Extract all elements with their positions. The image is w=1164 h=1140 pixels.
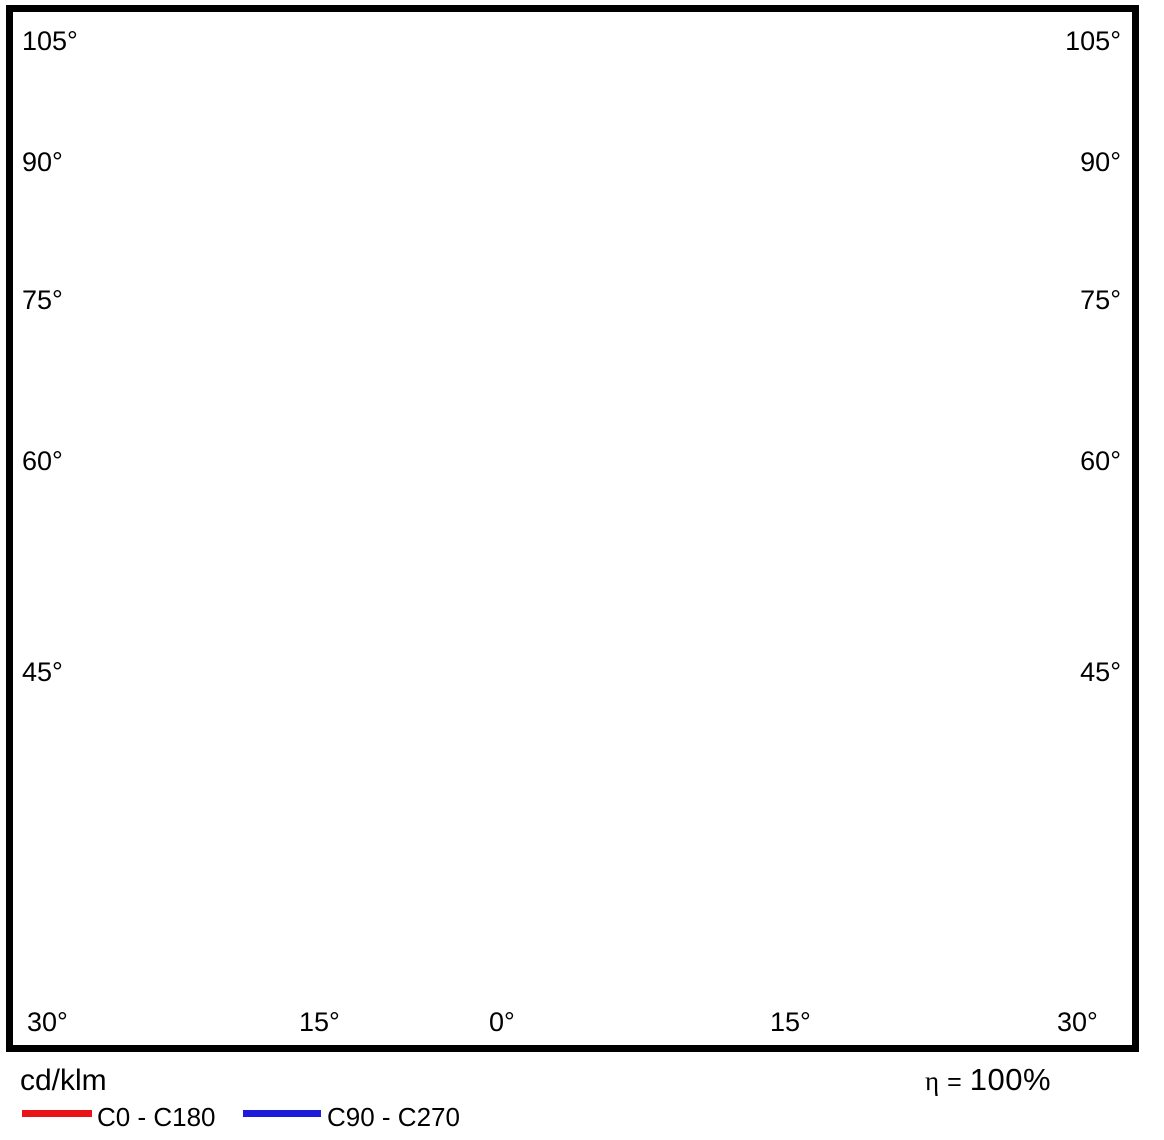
angle-grid-line [0,215,435,641]
radial-grid-ring [0,0,1154,743]
angle-grid-line [0,248,454,926]
angle-grid-line [406,304,551,1140]
plot-frame [6,5,1139,1052]
angle-label-backdrop [765,1006,816,1038]
radial-grid-ring [278,0,862,451]
angle-label: 15° [299,1007,340,1037]
radial-scale-blank-box [546,438,594,464]
angle-label-backdrop [1075,656,1126,688]
radial-unit-label: cd/klm [20,1064,107,1097]
angle-label-backdrop [17,445,68,477]
angle-grid-line [626,294,1052,1140]
angle-label: 45° [1080,657,1121,687]
angle-label: 45° [22,657,63,687]
angle-label: 75° [1080,285,1121,315]
angle-label-backdrop [17,656,68,688]
angle-grid-line [0,262,467,1050]
angle-label: 60° [1080,446,1121,476]
radial-scale-blank-box [546,876,594,902]
eta-symbol: η [925,1066,940,1096]
angle-label: 105° [22,26,78,56]
angle-grid-line [0,0,429,121]
angle-label-backdrop [17,284,68,316]
angle-label: 90° [22,147,63,177]
angle-grid-line [0,197,429,485]
angle-label-backdrop [294,1006,345,1038]
angle-label-backdrop [1052,1006,1103,1038]
legend-line-c0-c180 [22,1110,92,1117]
angle-label-backdrop [1075,445,1126,477]
angle-label: 15° [770,1007,811,1037]
angle-label: 60° [22,446,63,476]
angle-label-backdrop [22,1006,73,1038]
legend-line-c90-c270 [243,1110,321,1117]
angle-label: 30° [27,1007,68,1037]
angle-grid-line [626,0,1052,24]
angle-label: 90° [1080,147,1121,177]
angle-label-backdrop [1075,284,1126,316]
radial-scale-blank-box [546,584,594,610]
angle-grid-line [608,300,896,1140]
radial-scale-blank-box [546,730,594,756]
legend-label-c0-c180: C0 - C180 [97,1102,216,1132]
angle-grid-line [711,197,1164,485]
curve-c90-c270 [281,157,881,828]
angle-label: 30° [1057,1007,1098,1037]
intensity-curves [256,157,882,828]
angle-grid-line [715,0,1164,140]
angle-label-backdrop [1060,25,1126,57]
angle-label: 75° [22,285,63,315]
light-output-ratio: η = 100% [925,1062,1145,1098]
angle-labels: 105° 90° 75° 60° 45° 105° 90° 75° 60° 45° 30° 15° 0°… [17,25,1126,1038]
eta-value: 100% [969,1062,1052,1097]
eta-equals: = [947,1068,962,1096]
angle-label-backdrop [17,25,83,57]
angle-grid-line [705,215,1164,641]
radial-grid-ring [132,0,1008,597]
angle-label: 0° [489,1007,515,1037]
angle-label-backdrop [1075,146,1126,178]
angle-grid-line [589,304,734,1140]
angle-grid-line [0,0,425,140]
angle-label-backdrop [484,1006,520,1038]
angle-label: 105° [1065,26,1121,56]
radial-grid-ring [424,13,716,305]
angle-grid-line [0,285,497,1140]
curve-c0-c180 [256,157,864,828]
angle-grid-line [711,0,1164,121]
legend-label-c90-c270: C90 - C270 [327,1102,460,1132]
angle-grid-line [88,0,514,24]
angle-label-backdrop [17,146,68,178]
angle-grid-line [686,248,1164,926]
